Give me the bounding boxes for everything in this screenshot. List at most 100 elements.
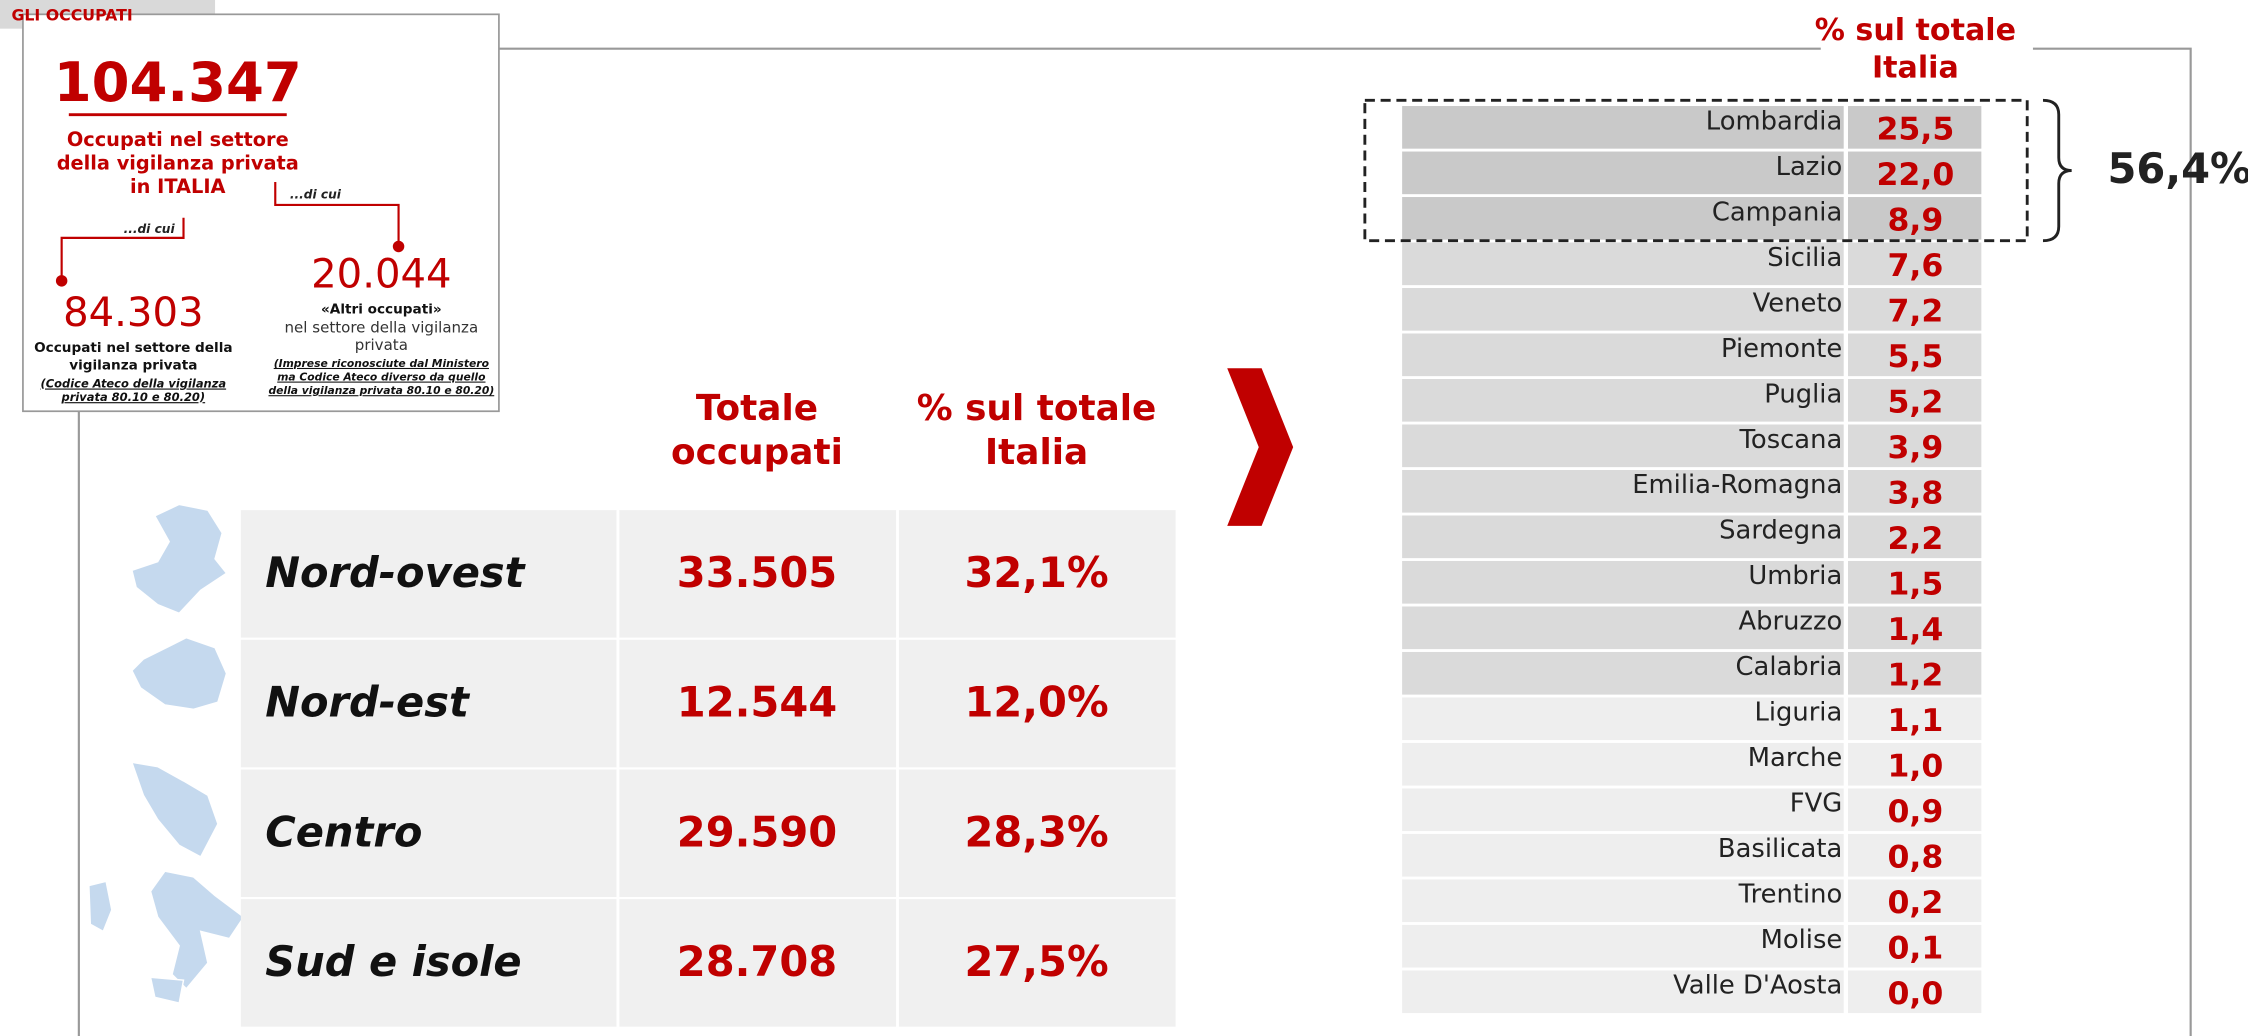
column-header: Totale: [696, 388, 818, 429]
left-note: (Codice Ateco della vigilanza: [41, 377, 227, 391]
region-name: Veneto: [1753, 288, 1843, 318]
connector: [60, 217, 185, 278]
region-share: 5,2: [1887, 384, 1943, 420]
area-share: 32,1%: [964, 548, 1108, 597]
region-cell: [1402, 606, 1844, 650]
region-cell: [1848, 197, 1982, 240]
region-cell: [1848, 560, 1982, 604]
area-share: 27,5%: [964, 937, 1108, 986]
region-cell: [1402, 469, 1844, 513]
region-share: 2,2: [1887, 521, 1943, 557]
map-icons: [88, 503, 245, 1004]
cell: [619, 769, 897, 898]
area-name: Centro: [265, 807, 422, 856]
cell: [240, 510, 617, 638]
area-name: Nord-est: [265, 678, 471, 727]
region-share: 25,5: [1876, 111, 1954, 147]
region-share: 0,8: [1887, 839, 1943, 875]
area-share: 12,0%: [964, 678, 1108, 727]
region-cell: [1848, 379, 1982, 422]
connector-label: ...di cui: [290, 187, 342, 201]
region-cell: [1848, 515, 1982, 559]
region-name: Emilia-Romagna: [1632, 470, 1842, 500]
region-cell: [1848, 151, 1982, 195]
region-share: 3,8: [1887, 475, 1943, 511]
region-share: 8,9: [1887, 202, 1943, 238]
highlight-box: [1363, 98, 2029, 243]
frame-line: [2032, 47, 2192, 1036]
total-caption: della vigilanza privata: [57, 152, 299, 175]
region-name: Sardegna: [1719, 516, 1842, 546]
region-share: 1,1: [1887, 703, 1943, 739]
left-caption: Occupati nel settore della: [34, 340, 232, 356]
area-total: 12.544: [677, 678, 837, 727]
area-name: Sud e isole: [265, 937, 521, 986]
region-cell: [1402, 788, 1844, 832]
region-share: 22,0: [1876, 157, 1954, 193]
region-name: Toscana: [1739, 425, 1843, 455]
region-share: 5,5: [1887, 339, 1943, 375]
regions-header: Italia: [1872, 50, 1959, 85]
cell: [898, 510, 1176, 638]
column-header: occupati: [671, 432, 843, 473]
region-cell: [1402, 924, 1844, 968]
region-cell: [1848, 924, 1982, 968]
region-name: Umbria: [1748, 561, 1842, 591]
region-cell: [1848, 606, 1982, 650]
area-total: 33.505: [677, 548, 837, 597]
brace: [2042, 98, 2072, 243]
region-cell: [1848, 424, 1982, 468]
region-cell: [1402, 288, 1844, 331]
region-cell: [1848, 697, 1982, 741]
left-note: privata 80.10 e 80.20): [61, 390, 206, 404]
cell: [619, 899, 897, 1027]
cell: [240, 639, 617, 768]
region-cell: [1402, 424, 1844, 468]
right-note: ma Codice Ateco diverso da quello: [277, 371, 485, 384]
region-cell: [1402, 197, 1844, 240]
region-name: Valle D'Aosta: [1673, 971, 1842, 1001]
right-note: della vigilanza privata 80.10 e 80.20): [268, 384, 494, 397]
left-caption: vigilanza privata: [69, 357, 197, 373]
region-cell: [1402, 151, 1844, 195]
region-cell: [1848, 879, 1982, 923]
cell: [898, 899, 1176, 1027]
region-cell: [1848, 788, 1982, 832]
area-total: 28.708: [677, 937, 837, 986]
region-cell: [1848, 288, 1982, 331]
right-caption: nel settore della vigilanza: [285, 319, 479, 337]
total-caption: Occupati nel settore: [67, 128, 289, 151]
region-share: 0,0: [1887, 976, 1943, 1012]
tab-title: GLI OCCUPATI: [11, 5, 132, 24]
connector-label: ...di cui: [124, 222, 176, 236]
region-name: Campania: [1712, 197, 1842, 227]
total-value: 104.347: [54, 50, 302, 114]
region-name: FVG: [1790, 789, 1842, 819]
connector: [274, 181, 400, 244]
region-share: 7,2: [1887, 293, 1943, 329]
region-name: Lazio: [1776, 152, 1843, 182]
region-share: 3,9: [1887, 430, 1943, 466]
connector-dot: [55, 275, 68, 287]
map-sud: [149, 870, 245, 990]
region-share: 1,5: [1887, 566, 1943, 602]
total-caption: in ITALIA: [130, 175, 225, 198]
regions-header: % sul totale: [1815, 13, 2016, 48]
cell: [619, 639, 897, 768]
map-nord-est: [131, 636, 228, 711]
region-name: Puglia: [1764, 379, 1842, 409]
chevron: [1227, 368, 1294, 526]
area-total: 29.590: [677, 807, 837, 856]
region-share: 0,2: [1887, 885, 1943, 921]
region-name: Calabria: [1736, 652, 1843, 682]
region-share: 1,2: [1887, 657, 1943, 693]
column-header: % sul totale: [917, 388, 1157, 429]
region-cell: [1402, 651, 1844, 695]
area-share: 28,3%: [964, 807, 1108, 856]
region-share: 0,9: [1887, 794, 1943, 830]
map-nord-ovest: [131, 503, 228, 615]
region-share: 1,0: [1887, 748, 1943, 784]
cell: [240, 899, 617, 1027]
region-share: 7,6: [1887, 248, 1943, 284]
